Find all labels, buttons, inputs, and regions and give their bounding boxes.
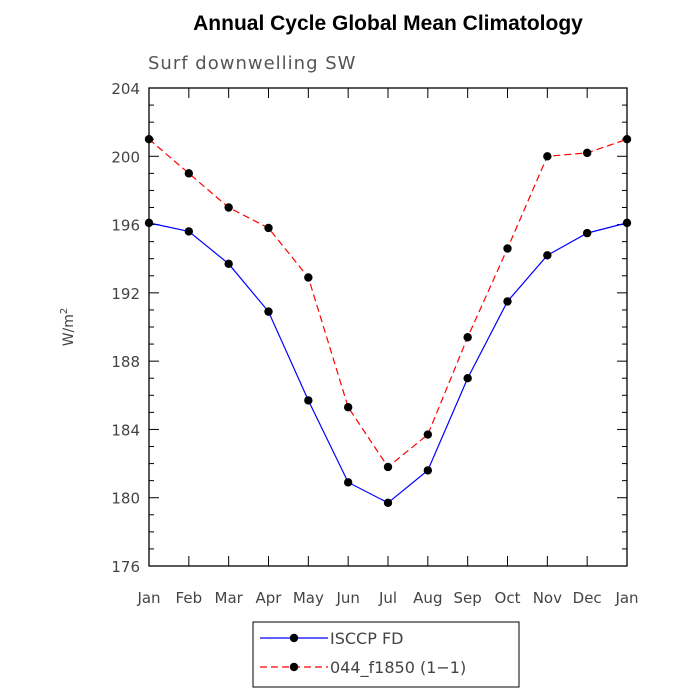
data-point: [144, 135, 154, 144]
legend-label-0: ISCCP FD: [330, 629, 403, 648]
x-tick-label: Oct: [495, 589, 521, 607]
data-point: [383, 498, 393, 508]
series-line-0: [148, 222, 628, 504]
x-tick-label: Aug: [413, 589, 442, 607]
chart-subtitle: Surf downwelling SW: [148, 53, 356, 74]
x-tick-label: Apr: [256, 589, 283, 607]
x-tick-label: Mar: [215, 589, 244, 607]
data-point: [224, 203, 233, 212]
y-tick-label: 192: [111, 285, 140, 303]
data-point: [582, 148, 592, 158]
data-point: [144, 218, 154, 228]
data-point: [224, 259, 233, 269]
x-tick-label: Jan: [614, 589, 638, 607]
plot-frame: [148, 87, 628, 567]
legend-box: [252, 621, 520, 688]
data-point: [543, 152, 552, 161]
y-axis-label-text: W/m: [61, 314, 77, 346]
y-tick-label: 204: [111, 80, 140, 98]
y-axis: 176 180 184 188 192 196 200 204: [111, 80, 627, 576]
series-line-1: [148, 138, 628, 468]
data-point: [622, 135, 632, 144]
x-tick-label: Jul: [378, 589, 397, 607]
data-point: [383, 462, 393, 472]
data-point: [184, 227, 194, 236]
data-point: [343, 478, 353, 487]
legend-label-1: 044_f1850 (1−1): [330, 658, 466, 678]
data-point: [264, 223, 273, 233]
y-axis-label-superscript: 2: [59, 308, 70, 314]
x-tick-label: Jan: [136, 589, 160, 607]
x-tick-label: Jun: [335, 589, 359, 607]
series-layer: [144, 135, 632, 508]
data-point: [264, 307, 273, 316]
data-point: [423, 466, 433, 475]
y-tick-label: 196: [111, 217, 140, 235]
y-tick-label: 184: [111, 421, 140, 439]
y-tick-label: 188: [111, 353, 140, 371]
data-point: [503, 244, 512, 253]
x-tick-label: May: [293, 589, 324, 607]
data-point: [543, 251, 552, 260]
y-axis-label: W/m2: [59, 308, 77, 347]
legend-marker-1: [289, 662, 299, 672]
x-axis: Jan Feb Mar Apr May Jun Jul Aug Sep Oct Nov Dec Jan: [136, 88, 639, 607]
data-point: [622, 218, 632, 228]
x-tick-label: Sep: [454, 589, 482, 607]
data-point: [304, 273, 313, 282]
legend-marker-0: [289, 633, 299, 643]
data-point: [463, 333, 472, 342]
x-tick-label: Feb: [176, 589, 203, 607]
y-tick-label: 180: [111, 490, 140, 508]
data-point: [184, 169, 194, 178]
x-tick-label: Dec: [573, 589, 602, 607]
y-tick-label: 200: [111, 148, 140, 166]
y-tick-label: 176: [111, 558, 140, 576]
data-point: [463, 374, 472, 383]
x-tick-label: Nov: [533, 589, 562, 607]
data-point: [343, 403, 353, 412]
chart-title: Annual Cycle Global Mean Climatology: [193, 12, 583, 35]
data-point: [304, 396, 313, 405]
data-point: [503, 297, 512, 306]
data-point: [582, 228, 592, 238]
data-point: [423, 430, 433, 439]
legend: ISCCP FD 044_f1850 (1−1): [252, 621, 520, 688]
